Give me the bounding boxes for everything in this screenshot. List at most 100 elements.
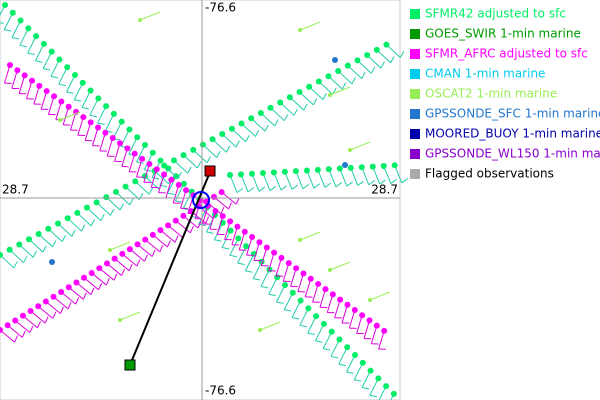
obs-dot <box>277 99 284 106</box>
storm-track <box>129 171 211 366</box>
obs-dot <box>347 164 354 171</box>
obs-dot <box>25 25 32 32</box>
wind-barb <box>3 64 11 84</box>
wind-barb <box>0 254 15 269</box>
obs-dot <box>358 164 365 171</box>
wind-barb <box>11 70 18 89</box>
wind-barb-flag <box>341 82 347 90</box>
wind-barb <box>350 167 359 186</box>
wind-barb <box>173 159 189 174</box>
obs-dot <box>180 152 187 159</box>
obs-dot <box>325 166 332 173</box>
wind-barb <box>253 242 260 261</box>
obs-dot <box>96 265 103 272</box>
obs-dot <box>344 344 351 351</box>
wind-barb-flag <box>23 256 28 263</box>
obs-dot <box>351 307 358 314</box>
wind-barb <box>260 112 276 127</box>
wind-barb-flag <box>390 56 395 64</box>
wind-barb <box>297 273 304 292</box>
wind-barb-flag <box>245 135 250 142</box>
wind-barb <box>240 174 249 193</box>
wind-barb-flag <box>276 301 284 304</box>
obs-dot <box>306 83 313 90</box>
wind-barb <box>91 272 107 286</box>
obs-dot <box>33 33 40 40</box>
obs-dot <box>227 218 234 225</box>
wind-barb <box>304 278 312 298</box>
wind-barb-flag <box>100 213 105 221</box>
obs-dot <box>45 225 52 232</box>
wind-barb-flag <box>177 171 182 179</box>
wind-barb <box>273 172 282 191</box>
obs-dot <box>329 291 336 298</box>
wind-barb-flag <box>206 156 211 163</box>
wind-barb <box>0 329 15 343</box>
obs-dot <box>234 223 241 230</box>
obs-dot <box>227 172 233 178</box>
wind-barb-flag <box>43 68 51 71</box>
wind-barb <box>221 230 232 248</box>
wind-barb <box>348 309 356 329</box>
obs-dot <box>25 236 32 243</box>
obs-dot <box>391 162 398 169</box>
wind-barb <box>378 330 385 350</box>
wind-barb <box>45 301 61 314</box>
wind-barb <box>165 179 172 198</box>
obs-dot <box>109 134 116 141</box>
wind-barb <box>66 74 76 93</box>
obs-dot <box>373 46 380 53</box>
wind-barb-flag <box>189 225 194 233</box>
obs-dot <box>43 88 50 95</box>
obs-dot <box>285 260 292 267</box>
obs-dot <box>274 274 281 281</box>
obs-dot <box>4 322 11 329</box>
wind-barb <box>76 212 92 227</box>
wind-barb-flag <box>139 192 144 200</box>
obs-dot <box>286 94 293 101</box>
wind-barb-flag <box>235 197 240 205</box>
obs-dot <box>282 282 289 289</box>
wind-barb <box>270 107 285 122</box>
wind-barb <box>182 191 193 209</box>
oscat-dot <box>118 318 122 322</box>
obs-dot <box>320 320 327 327</box>
obs-dot <box>315 78 322 85</box>
obs-dot <box>80 114 87 121</box>
legend-swatch <box>410 69 420 79</box>
wind-barb-flag <box>268 293 276 297</box>
wind-barb <box>3 12 14 30</box>
wind-barb <box>154 170 169 185</box>
legend-swatch <box>410 149 420 159</box>
wind-barb <box>143 163 150 183</box>
wind-barb <box>92 127 99 146</box>
legend-label: CMAN 1-min marine <box>425 67 545 81</box>
wind-barb <box>356 315 363 334</box>
obs-dot <box>383 383 390 390</box>
obs-dot <box>7 62 13 68</box>
wind-barb <box>105 196 121 211</box>
oscat-barb <box>59 111 81 121</box>
obs-dot <box>172 217 179 224</box>
wind-barb-flag <box>52 311 57 319</box>
wind-barb <box>34 43 45 62</box>
wind-barb-flag <box>253 278 261 281</box>
wind-barb <box>99 267 115 281</box>
observations <box>0 2 408 400</box>
wind-barb-flag <box>174 235 179 243</box>
wind-barb-flag <box>236 187 244 194</box>
wind-barb-flag <box>97 122 105 125</box>
obs-dot <box>257 110 264 117</box>
obs-dot <box>322 286 329 293</box>
wind-barb <box>68 286 84 300</box>
obs-dot <box>293 265 300 272</box>
wind-barb <box>106 137 114 157</box>
oscat-barb <box>139 11 161 21</box>
wind-barb-flag <box>390 178 397 184</box>
oscat-dot <box>368 298 372 302</box>
wind-barb <box>104 113 115 132</box>
obs-dot <box>134 241 141 248</box>
oscat-dot <box>298 28 302 32</box>
legend-swatch <box>410 49 420 59</box>
obs-dot <box>381 327 388 334</box>
